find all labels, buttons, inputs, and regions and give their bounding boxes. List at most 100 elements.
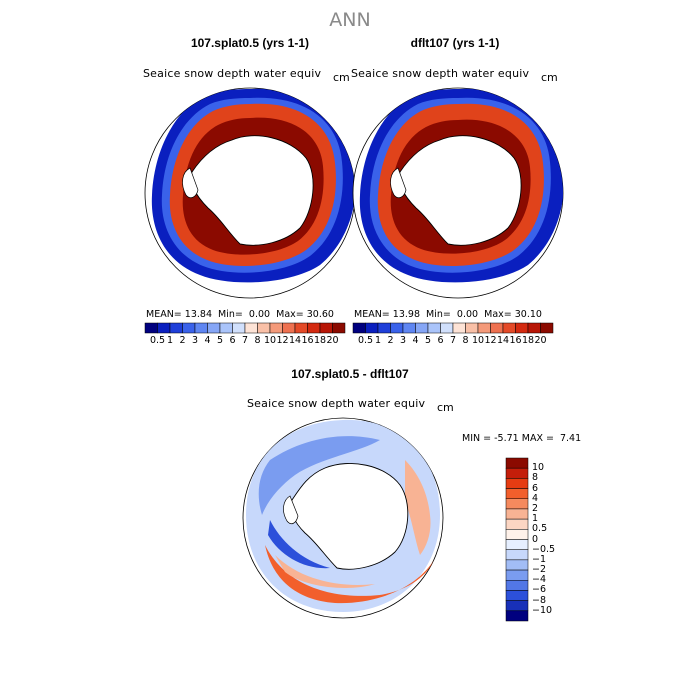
diff-max-value: 7.41 xyxy=(559,433,582,444)
left-colorbar-box xyxy=(269,322,283,334)
right-peninsula-outline xyxy=(390,167,407,199)
right-unit-label: cm xyxy=(541,71,558,84)
diff-positive-band-south xyxy=(265,545,435,604)
diff-variable-label: Seaice snow depth water equiv xyxy=(247,397,426,410)
right-colorbar-tick-label: 2 xyxy=(387,335,394,346)
right-colorbar-box xyxy=(352,322,366,334)
left-stats: MEAN= 13.84 Min= 0.00 Max= 30.60 xyxy=(146,309,334,320)
right-colorbar-box xyxy=(377,322,391,334)
right-colorbar-box xyxy=(427,322,441,334)
left-unit-label: cm xyxy=(333,71,350,84)
right-colorbar-tick-label: 7 xyxy=(449,335,457,346)
left-panel-title: 107.splat0.5 (yrs 1-1) xyxy=(190,36,310,50)
diff-colorbar-tick-label: 8 xyxy=(532,472,539,484)
left-colorbar-box xyxy=(244,322,258,334)
diff-colorbar-tick-label: 6 xyxy=(532,482,539,494)
left-min-label: Min= xyxy=(218,309,243,320)
left-colorbar-tick-label: 20 xyxy=(326,335,339,346)
figure-title: ANN xyxy=(329,9,371,31)
left-min-value: 0.00 xyxy=(248,309,271,320)
left-variable-label: Seaice snow depth water equiv xyxy=(143,67,322,80)
right-mean-label: MEAN= xyxy=(354,309,390,320)
diff-colorbar-tick-label: −10 xyxy=(532,604,553,616)
diff-colorbar-box xyxy=(505,600,529,612)
diff-colorbar-box xyxy=(505,569,529,581)
diff-stats: MIN = -5.71 MAX = 7.41 xyxy=(462,433,581,444)
right-colorbar-tick-label: 20 xyxy=(534,335,547,346)
left-mean-label: MEAN= xyxy=(146,309,182,320)
left-colorbar-tick-label: 14 xyxy=(288,335,302,346)
diff-colorbar-tick-label: −1 xyxy=(532,553,547,565)
right-antarctica-outline xyxy=(398,135,522,246)
diff-colorbar-tick-label: −0.5 xyxy=(532,543,556,555)
diff-colorbar-box xyxy=(505,498,529,510)
left-colorbar-box xyxy=(257,322,271,334)
left-colorbar-tick-label: 10 xyxy=(263,335,277,346)
right-colorbar-tick-label: 8 xyxy=(462,335,469,346)
diff-colorbar-box xyxy=(505,610,529,622)
diff-colorbar-tick-label: 2 xyxy=(532,502,539,514)
diff-colorbar-tick-label: 1 xyxy=(532,513,539,525)
right-colorbar-tick-label: 10 xyxy=(471,335,485,346)
right-colorbar-box xyxy=(402,322,416,334)
right-colorbar-box xyxy=(365,322,379,334)
left-colorbar-tick-label: 2 xyxy=(179,335,186,346)
diff-colorbar-tick-label: 10 xyxy=(532,462,545,474)
right-panel-title: dflt107 (yrs 1-1) xyxy=(410,36,500,50)
diff-colorbar-tick-label: 0.5 xyxy=(532,523,548,535)
right-max-value: 30.10 xyxy=(514,309,542,320)
right-colorbar-tick-label: 3 xyxy=(399,335,407,346)
right-colorbar-box xyxy=(415,322,429,334)
right-colorbar-tick-label: 5 xyxy=(424,335,432,346)
right-colorbar-tick-label: 18 xyxy=(521,335,535,346)
left-colorbar-tick-label: 5 xyxy=(216,335,224,346)
left-colorbar-box xyxy=(194,322,208,334)
right-max-label: Max= xyxy=(484,309,512,320)
right-colorbar-box xyxy=(477,322,491,334)
left-max-label: Max= xyxy=(276,309,304,320)
right-variable-label: Seaice snow depth water equiv xyxy=(351,67,530,80)
left-colorbar-tick-label: 12 xyxy=(276,335,289,346)
diff-positive-band-inner xyxy=(275,555,375,588)
diff-colorbar-box xyxy=(505,518,529,530)
right-colorbar-tick-label: 14 xyxy=(496,335,510,346)
left-colorbar-box xyxy=(219,322,233,334)
right-colorbar-tick-label: 16 xyxy=(509,335,522,346)
diff-positive-band-east xyxy=(405,460,431,555)
right-colorbar xyxy=(352,322,554,334)
left-colorbar-tick-label: 6 xyxy=(229,335,236,346)
right-colorbar-box xyxy=(490,322,504,334)
diff-colorbar-box xyxy=(505,508,529,520)
diff-colorbar-box xyxy=(505,478,529,489)
right-colorbar-box xyxy=(515,322,529,334)
diff-colorbar-tick-label: −2 xyxy=(532,564,547,576)
diff-negative-band-north xyxy=(258,436,380,515)
diff-colorbar-box xyxy=(505,580,529,591)
left-colorbar-tick-label: 0.5 xyxy=(149,335,166,346)
left-colorbar xyxy=(144,322,346,334)
right-stats: MEAN= 13.98 Min= 0.00 Max= 30.10 xyxy=(354,309,542,320)
diff-panel-title: 107.splat0.5 - dflt107 xyxy=(291,367,409,381)
diff-colorbar-box xyxy=(505,590,529,601)
diff-colorbar-box xyxy=(505,488,529,499)
right-colorbar-tick-label: 6 xyxy=(437,335,444,346)
diff-map xyxy=(242,417,444,619)
left-colorbar-tick-label: 1 xyxy=(166,335,174,346)
diff-max-label: MAX = xyxy=(521,433,554,444)
left-colorbar-box xyxy=(157,322,171,334)
diff-colorbar-box xyxy=(505,539,529,550)
diff-colorbar-tick-label: 4 xyxy=(532,492,539,504)
right-colorbar-tick-label: 12 xyxy=(484,335,497,346)
right-colorbar-box xyxy=(390,322,404,334)
right-colorbar-tick-label: 1 xyxy=(374,335,382,346)
diff-unit-label: cm xyxy=(437,401,454,414)
right-map xyxy=(352,87,564,299)
diff-min-label: MIN = xyxy=(462,433,492,444)
left-colorbar-tick-label: 18 xyxy=(313,335,327,346)
diff-colorbar-box xyxy=(505,467,529,479)
right-mean-value: 13.98 xyxy=(392,309,420,320)
diff-colorbar-box xyxy=(505,529,529,540)
diff-negative-band-west xyxy=(268,520,330,569)
diff-colorbar-box xyxy=(505,549,529,561)
